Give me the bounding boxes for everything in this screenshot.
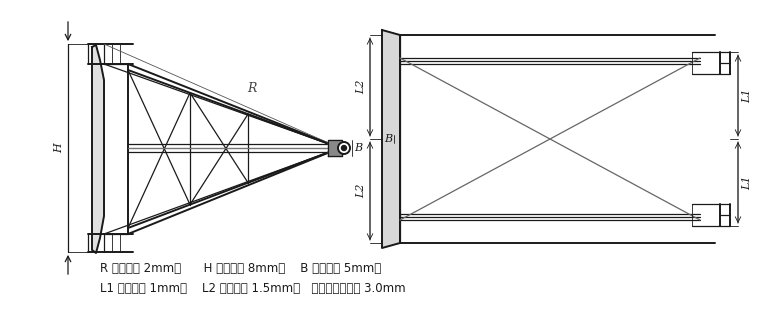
Circle shape bbox=[341, 145, 347, 151]
Polygon shape bbox=[92, 45, 104, 253]
Text: B: B bbox=[354, 143, 362, 153]
Text: B: B bbox=[384, 134, 392, 144]
Text: R: R bbox=[247, 82, 257, 95]
Text: L2: L2 bbox=[356, 80, 366, 94]
Text: L2: L2 bbox=[356, 184, 366, 198]
Text: H: H bbox=[54, 143, 64, 153]
Text: L1 允许偏差 1mm；    L2 允许偏差 1.5mm；   对角线允许偏差 3.0mm: L1 允许偏差 1mm； L2 允许偏差 1.5mm； 对角线允许偏差 3.0m… bbox=[100, 281, 406, 294]
Polygon shape bbox=[328, 140, 342, 156]
Text: R 允许偏差 2mm；      H 允许偏差 8mm；    B 允许偏差 5mm；: R 允许偏差 2mm； H 允许偏差 8mm； B 允许偏差 5mm； bbox=[100, 262, 382, 275]
Text: L1: L1 bbox=[742, 88, 752, 103]
Text: L1: L1 bbox=[742, 175, 752, 190]
Circle shape bbox=[338, 142, 350, 154]
Polygon shape bbox=[382, 30, 400, 248]
